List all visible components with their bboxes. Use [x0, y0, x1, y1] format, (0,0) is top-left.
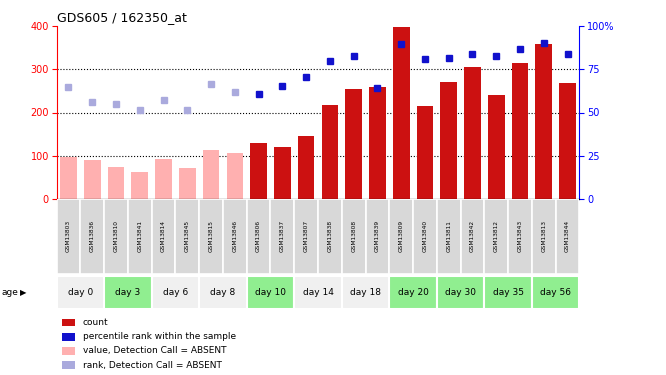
- Text: day 10: day 10: [255, 288, 286, 297]
- Text: GSM13807: GSM13807: [304, 220, 308, 252]
- Bar: [223, 199, 246, 274]
- Bar: [393, 27, 410, 199]
- Bar: [152, 276, 199, 309]
- Text: count: count: [83, 318, 109, 327]
- Bar: [179, 168, 196, 199]
- Text: GSM13809: GSM13809: [399, 220, 404, 252]
- Text: GSM13815: GSM13815: [208, 220, 214, 252]
- Bar: [104, 276, 152, 309]
- Text: GSM13836: GSM13836: [90, 220, 95, 252]
- Bar: [559, 83, 576, 199]
- Bar: [437, 199, 461, 274]
- Bar: [488, 95, 505, 199]
- Bar: [532, 276, 579, 309]
- Text: GDS605 / 162350_at: GDS605 / 162350_at: [57, 11, 186, 24]
- Bar: [274, 147, 290, 199]
- Bar: [62, 347, 75, 355]
- Bar: [57, 276, 104, 309]
- Bar: [484, 276, 532, 309]
- Bar: [532, 199, 555, 274]
- Text: GSM13812: GSM13812: [494, 220, 499, 252]
- Bar: [81, 199, 104, 274]
- Bar: [202, 150, 219, 199]
- Bar: [464, 67, 481, 199]
- Text: day 6: day 6: [163, 288, 188, 297]
- Bar: [555, 199, 579, 274]
- Text: day 0: day 0: [68, 288, 93, 297]
- Bar: [131, 172, 148, 199]
- Bar: [322, 105, 338, 199]
- Bar: [440, 82, 457, 199]
- Bar: [246, 199, 270, 274]
- Bar: [62, 333, 75, 340]
- Bar: [246, 276, 294, 309]
- Bar: [390, 276, 437, 309]
- Text: value, Detection Call = ABSENT: value, Detection Call = ABSENT: [83, 346, 226, 355]
- Text: rank, Detection Call = ABSENT: rank, Detection Call = ABSENT: [83, 361, 222, 370]
- Text: GSM13813: GSM13813: [541, 220, 546, 252]
- Bar: [369, 87, 386, 199]
- Bar: [108, 167, 125, 199]
- Bar: [437, 276, 484, 309]
- Bar: [57, 199, 81, 274]
- Text: GSM13840: GSM13840: [422, 220, 428, 252]
- Text: day 18: day 18: [350, 288, 381, 297]
- Bar: [199, 199, 223, 274]
- Bar: [294, 276, 342, 309]
- Bar: [60, 157, 77, 199]
- Bar: [62, 319, 75, 327]
- Text: day 8: day 8: [210, 288, 236, 297]
- Text: day 20: day 20: [398, 288, 428, 297]
- Bar: [152, 199, 175, 274]
- Bar: [535, 44, 552, 199]
- Bar: [390, 199, 413, 274]
- Text: GSM13810: GSM13810: [113, 220, 119, 252]
- Text: day 30: day 30: [445, 288, 476, 297]
- Bar: [155, 159, 172, 199]
- Text: day 35: day 35: [493, 288, 523, 297]
- Text: GSM13803: GSM13803: [66, 220, 71, 252]
- Bar: [62, 361, 75, 369]
- Bar: [461, 199, 484, 274]
- Text: GSM13841: GSM13841: [137, 220, 143, 252]
- Bar: [104, 199, 128, 274]
- Text: ▶: ▶: [20, 288, 27, 297]
- Text: GSM13843: GSM13843: [517, 220, 523, 252]
- Text: GSM13846: GSM13846: [232, 220, 237, 252]
- Bar: [84, 160, 101, 199]
- Bar: [508, 199, 532, 274]
- Text: day 3: day 3: [115, 288, 141, 297]
- Text: GSM13837: GSM13837: [280, 220, 285, 252]
- Bar: [298, 136, 314, 199]
- Bar: [417, 106, 434, 199]
- Text: GSM13839: GSM13839: [375, 220, 380, 252]
- Bar: [226, 153, 243, 199]
- Text: GSM13806: GSM13806: [256, 220, 261, 252]
- Text: GSM13838: GSM13838: [328, 220, 332, 252]
- Text: GSM13811: GSM13811: [446, 220, 452, 252]
- Text: GSM13842: GSM13842: [470, 220, 475, 252]
- Bar: [294, 199, 318, 274]
- Bar: [366, 199, 390, 274]
- Bar: [342, 199, 366, 274]
- Bar: [199, 276, 246, 309]
- Bar: [346, 89, 362, 199]
- Text: day 14: day 14: [302, 288, 334, 297]
- Bar: [511, 63, 528, 199]
- Text: GSM13845: GSM13845: [184, 220, 190, 252]
- Bar: [318, 199, 342, 274]
- Text: GSM13814: GSM13814: [161, 220, 166, 252]
- Bar: [175, 199, 199, 274]
- Text: percentile rank within the sample: percentile rank within the sample: [83, 332, 236, 341]
- Bar: [342, 276, 390, 309]
- Text: GSM13808: GSM13808: [351, 220, 356, 252]
- Text: age: age: [1, 288, 18, 297]
- Bar: [484, 199, 508, 274]
- Text: day 56: day 56: [540, 288, 571, 297]
- Bar: [250, 143, 267, 199]
- Bar: [270, 199, 294, 274]
- Bar: [413, 199, 437, 274]
- Text: GSM13844: GSM13844: [565, 220, 570, 252]
- Bar: [128, 199, 152, 274]
